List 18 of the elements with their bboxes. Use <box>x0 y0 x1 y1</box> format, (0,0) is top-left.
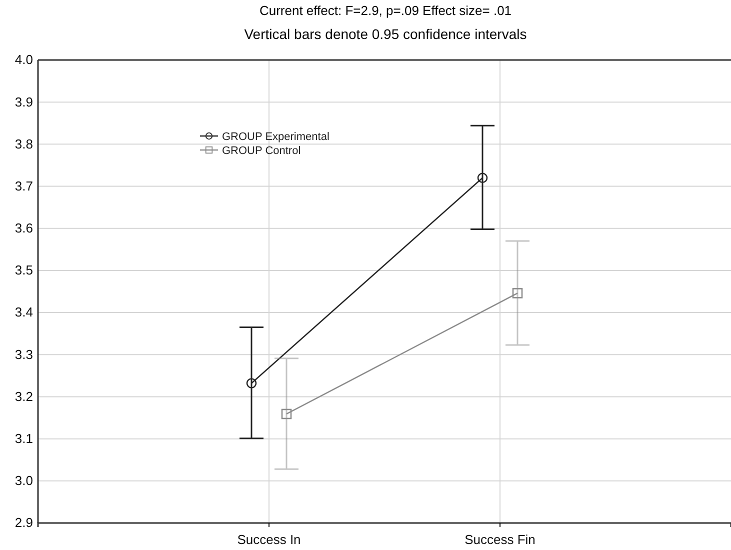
y-tick-label: 3.8 <box>14 136 33 152</box>
y-tick-label: 3.9 <box>14 94 33 110</box>
legend-label: GROUP Control <box>222 145 301 157</box>
y-tick-label: 3.0 <box>14 473 33 488</box>
y-tick-label: 3.5 <box>14 262 33 278</box>
y-tick-label: 3.1 <box>14 430 33 446</box>
chart-title: Current effect: F=2.9, p=.09 Effect size= .01 <box>259 3 512 18</box>
legend-label: GROUP Experimental <box>222 131 330 143</box>
y-tick-label: 2.9 <box>14 515 33 530</box>
x-tick-label: Success Fin <box>464 532 536 548</box>
y-tick-label: 3.2 <box>14 388 33 404</box>
y-tick-label: 3.7 <box>14 178 33 194</box>
y-tick-label: 3.6 <box>14 220 33 236</box>
chart-subtitle: Vertical bars denote 0.95 confidence intervals <box>244 26 527 42</box>
y-tick-label: 3.3 <box>14 346 33 362</box>
y-tick-label: 4.0 <box>14 52 33 68</box>
y-tick-label: 3.4 <box>14 304 33 320</box>
x-tick-label: Success In <box>237 532 301 548</box>
